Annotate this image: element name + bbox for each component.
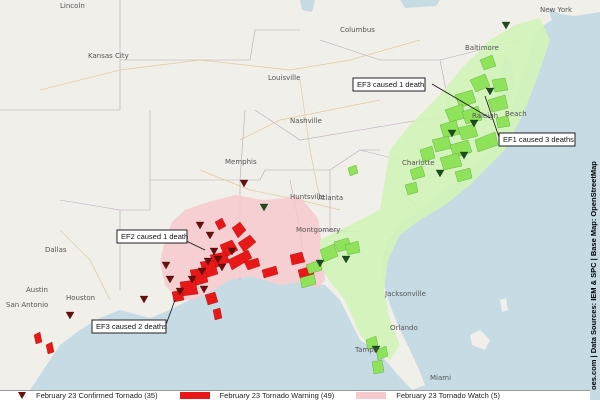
city-label: Baltimore (465, 44, 499, 52)
callout-ef1-text: EF1 caused 3 deaths (503, 135, 574, 144)
confirmed-tornado-markers-green (259, 21, 511, 354)
tornado-warnings-red (33, 217, 315, 355)
city-label: Kansas City (88, 52, 129, 60)
watch-swatch (356, 392, 387, 399)
city-label: Nashville (290, 117, 322, 125)
island (500, 298, 508, 312)
lake (400, 0, 440, 8)
city-label: Jacksonville (384, 290, 426, 298)
credit-text: oes.com | Data Sources: IEM & SPC | Base… (589, 161, 598, 390)
city-label: Austin (26, 286, 48, 294)
confirmed-tornado-markers (65, 179, 249, 320)
city-label: Charlotte (402, 159, 435, 167)
callout-ef1: EF1 caused 3 deaths (498, 132, 576, 147)
legend-item-confirmed: February 23 Confirmed Tornado (35) (12, 391, 158, 400)
legend-label-warning: February 23 Tornado Warning (49) (219, 391, 335, 400)
lake (300, 0, 315, 12)
city-label: Huntsville (290, 193, 325, 201)
city-label: Montgomery (296, 226, 340, 234)
city-label: New York (540, 6, 573, 14)
legend-item-watch: February 23 Tornado Watch (5) (356, 391, 500, 400)
city-label: Orlando (390, 324, 418, 332)
callout-ef3-south-text: EF3 caused 2 deaths (96, 322, 167, 331)
callout-ef3-south: EF3 caused 2 deaths (91, 319, 167, 334)
land-us (0, 0, 552, 392)
warning-swatch (179, 392, 210, 399)
callout-ef3-north-text: EF3 caused 1 death (357, 80, 424, 89)
roads (39, 39, 421, 301)
callout-ef3-north: EF3 caused 1 death (352, 77, 426, 92)
city-label: Lincoln (60, 2, 85, 10)
city-label: Raleigh (472, 112, 498, 120)
callout-ef2-text: EF2 caused 1 death (121, 232, 188, 241)
city-labels: Lincoln Kansas City Columbus Louisville Nash… (6, 2, 573, 382)
city-label: Houston (66, 294, 95, 302)
confirmed-tornado-icon (18, 392, 26, 399)
city-label: Miami (430, 374, 451, 382)
callout-ef2: EF2 caused 1 death (116, 229, 188, 244)
data-source-credit: oes.com | Data Sources: IEM & SPC | Base… (588, 161, 600, 390)
legend-item-warning: February 23 Tornado Warning (49) (179, 391, 335, 400)
city-label: Beach (505, 110, 527, 118)
legend-label-watch: February 23 Tornado Watch (5) (396, 391, 501, 400)
land-northeast (540, 0, 600, 16)
city-label: Memphis (225, 158, 257, 166)
legend-label-confirmed: February 23 Confirmed Tornado (35) (36, 391, 158, 400)
city-label: Columbus (340, 26, 375, 34)
island (470, 330, 490, 350)
city-label: Louisville (268, 74, 300, 82)
city-label: San Antonio (6, 301, 48, 309)
city-label: Atlanta (318, 194, 343, 202)
city-label: Tampa (354, 346, 378, 354)
city-label: Dallas (45, 246, 67, 254)
legend: February 23 Confirmed Tornado (35) Febru… (0, 390, 590, 400)
